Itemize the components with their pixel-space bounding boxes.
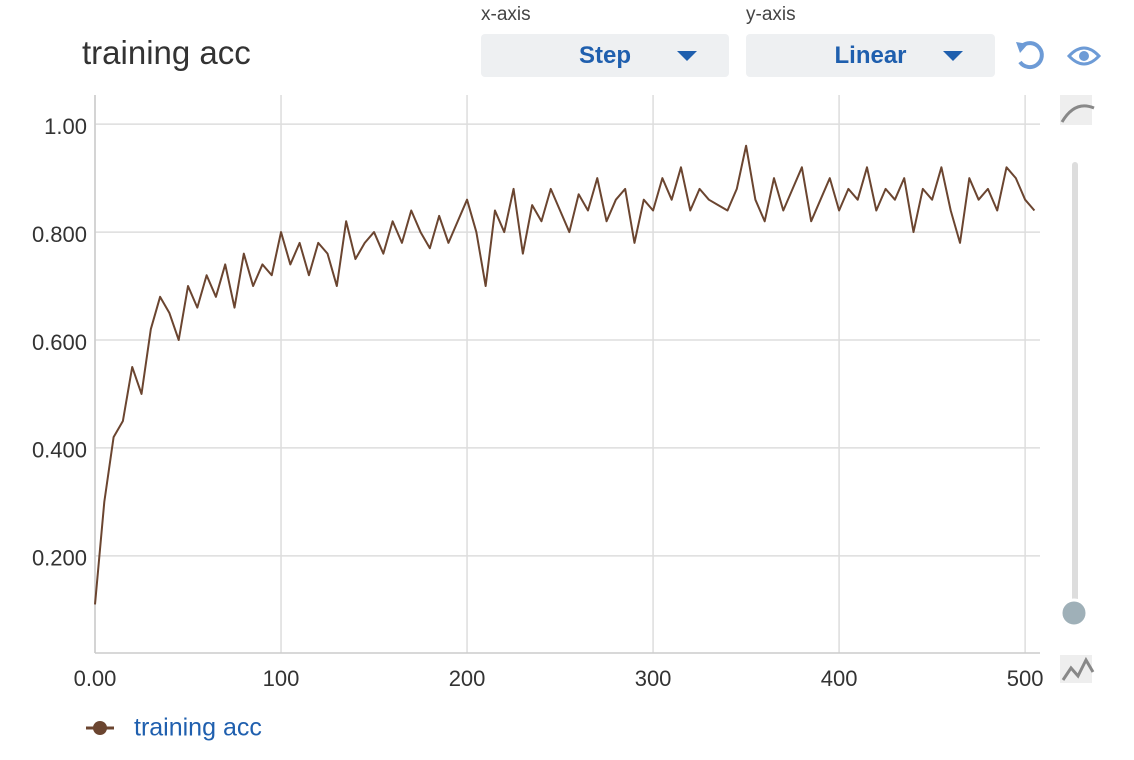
x-axis-dropdown[interactable]: Step	[481, 34, 729, 77]
x-tick-label: 200	[449, 666, 486, 691]
x-tick-label: 0.00	[74, 666, 117, 691]
y-tick-label: 0.600	[32, 330, 87, 355]
y-axis-value: Linear	[834, 41, 907, 69]
smoothing-slider-knob[interactable]	[1059, 598, 1089, 628]
reset-icon[interactable]	[1012, 38, 1052, 74]
data-line	[94, 144, 1036, 605]
x-tick-label: 300	[635, 666, 672, 691]
x-axis-value: Step	[578, 41, 631, 69]
x-tick-label: 400	[821, 666, 858, 691]
legend-label[interactable]: training acc	[134, 714, 262, 742]
smooth-icon[interactable]	[1060, 104, 1095, 123]
card-title: training acc	[82, 34, 251, 71]
y-axis-label: y-axis	[746, 4, 796, 25]
raw-icon[interactable]	[1061, 656, 1095, 681]
legend-marker	[93, 721, 107, 735]
y-tick-label: 1.00	[44, 114, 87, 139]
dropdown-arrow	[677, 51, 697, 61]
y-tick-label: 0.200	[32, 546, 87, 571]
x-tick-label: 500	[1007, 666, 1044, 691]
x-tick-label: 100	[263, 666, 300, 691]
smooth-icon-bg	[1060, 95, 1092, 125]
y-axis-dropdown[interactable]: Linear	[746, 34, 995, 77]
x-axis-label: x-axis	[481, 4, 531, 25]
visibility-icon[interactable]	[1066, 42, 1102, 70]
dropdown-arrow	[943, 51, 963, 61]
y-tick-label: 0.400	[32, 438, 87, 463]
y-tick-label: 0.800	[32, 222, 87, 247]
